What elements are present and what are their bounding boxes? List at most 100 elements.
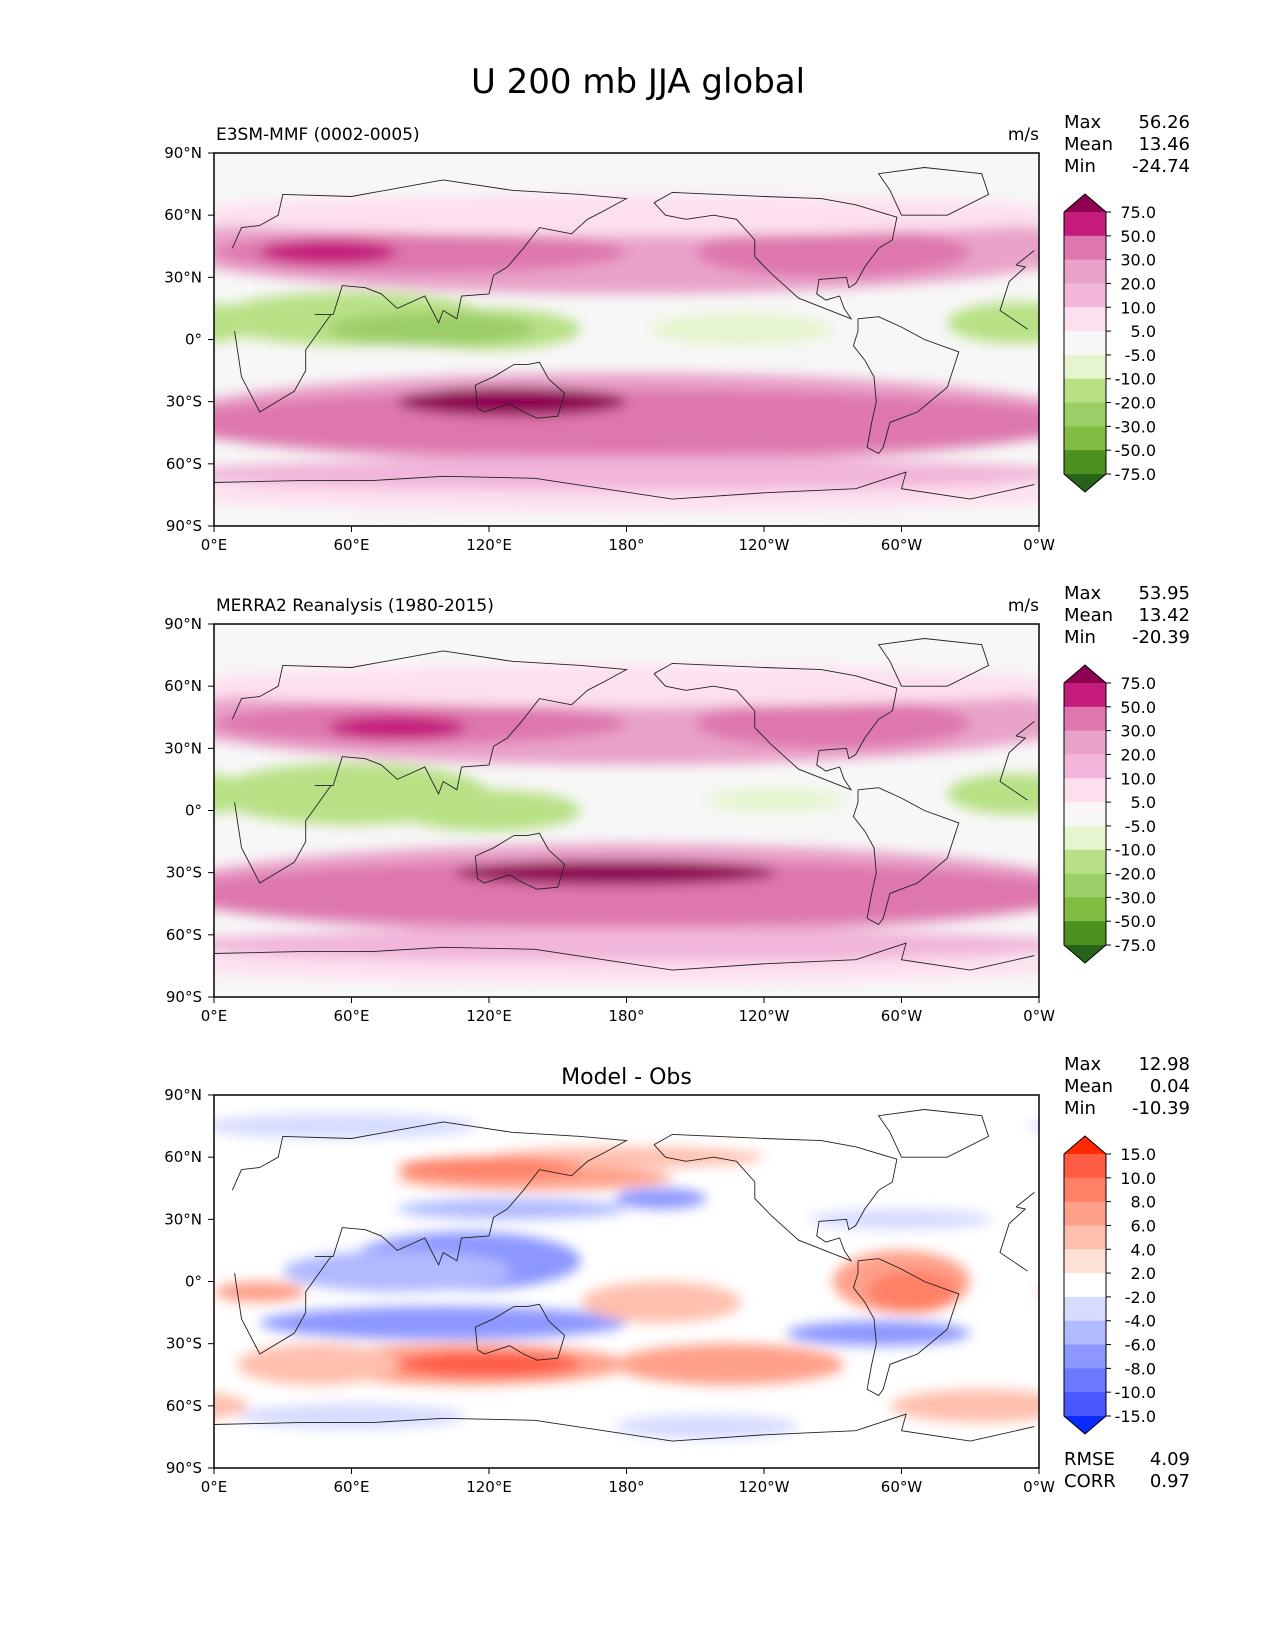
coastline [214,942,1035,971]
contour-region [1222,1157,1275,1178]
y-tick-label: 90°N [164,1086,202,1104]
y-tick-label: 30°S [166,1335,202,1353]
contour-region [0,1344,19,1385]
y-tick-label: 60°S [166,455,202,473]
colorbar-tick-label: 75.0 [1120,203,1156,222]
coastline [653,1133,898,1262]
contour-region [397,1198,627,1220]
y-tick-label: 90°S [166,1459,202,1477]
colorbar-swatch [1064,307,1106,332]
colorbar-tick-label: -75.0 [1115,465,1156,484]
stat-value: 4.09 [1150,1449,1190,1470]
x-tick-label: 60°E [333,1478,369,1496]
y-tick-label: 30°S [166,393,202,411]
colorbar-tick-label: -15.0 [1115,1407,1156,1426]
y-tick-label: 0° [185,1273,202,1291]
colorbar-extend-bottom [1064,945,1106,963]
colorbar-tick-label: -5.0 [1125,817,1156,836]
contour-region [259,240,398,265]
colorbar-swatch [1064,402,1106,427]
colorbar-tick-label: -20.0 [1115,394,1156,413]
contour-region [1222,1352,1275,1377]
contour-region [214,457,1039,491]
colorbar-tick-label: 2.0 [1131,1264,1156,1283]
colorbar-swatch [1064,825,1106,851]
colorbar-tick-label: 4.0 [1131,1240,1156,1259]
y-tick-label: 60°S [166,926,202,944]
stat-label: RMSE [1064,1449,1115,1470]
contour-region [786,1320,971,1346]
colorbar: 15.0 10.0 8.0 6.0 4.0 2.0 -2.0 -4.0 -6.0 -8.0 -10.… [1063,1135,1156,1435]
contour-region [397,1157,581,1178]
contour-region [236,1403,467,1429]
contour-region [454,860,776,886]
x-tick-label: 0°E [201,536,228,554]
contour-region [214,1392,249,1419]
contour-region [214,860,1039,927]
x-tick-label: 180° [608,1007,644,1025]
coastline [653,662,898,791]
stat-label: Mean [1064,605,1113,626]
colorbar-extend-top [1064,665,1106,683]
panel-3: Model - Obs 0°E 60°E 120°E 180° 120°W 60°W 0°W 9… [0,1054,1275,1496]
colorbar-swatch [1064,426,1106,451]
y-tick-label: 0° [185,802,202,820]
y-tick-label: 90°N [164,615,202,633]
colorbar-tick-label: -6.0 [1125,1336,1156,1355]
contour-region [397,387,627,417]
stat-label: Mean [1064,1076,1113,1097]
contour-region [615,1343,845,1386]
contour-region [397,789,581,832]
y-tick-label: 30°S [166,864,202,882]
contour-region [867,1271,959,1313]
x-tick-label: 0°E [201,1007,228,1025]
colorbar-swatch [1064,730,1106,755]
colorbar-tick-label: 50.0 [1120,698,1156,717]
y-tick-label: 90°S [166,988,202,1006]
contour-region [947,302,1039,344]
contour-region [890,1389,1039,1423]
colorbar-tick-label: 30.0 [1120,251,1156,270]
x-tick-label: 180° [608,536,644,554]
colorbar-swatch [1064,1392,1106,1417]
colorbar-tick-label: -2.0 [1125,1288,1156,1307]
contour-region [1154,715,1275,740]
x-tick-label: 120°E [466,1478,512,1496]
x-tick-label: 0°W [1023,536,1055,554]
colorbar-swatch [1064,1177,1106,1203]
y-tick-label: 60°S [166,1397,202,1415]
stat-label: Min [1064,1098,1096,1119]
contour-region [328,312,535,346]
stat-value: 13.46 [1138,134,1190,155]
colorbar-swatch [1064,1273,1106,1298]
colorbar-extend-top [1064,194,1106,212]
colorbar-tick-label: 10.0 [1120,298,1156,317]
coastline [474,1303,566,1361]
stat-value: -20.39 [1132,627,1190,648]
stat-label: Mean [1064,134,1113,155]
coastline [231,179,1035,413]
colorbar-tick-label: -10.0 [1115,841,1156,860]
units-label: m/s [1008,125,1039,145]
colorbar-tick-label: 10.0 [1120,1169,1156,1188]
contour-region [8,1250,146,1312]
colorbar-extend-top [1064,1136,1106,1154]
contour-region [993,878,1039,908]
contour-region [1222,1165,1275,1190]
panels-layer: E3SM-MMF (0002-0005) m/s 0°E 60°E 120°E 180° 1… [0,112,1275,1496]
colorbar-swatch [1064,706,1106,732]
contour-region [615,1188,707,1209]
colorbar-swatch [1064,331,1106,356]
colorbar-swatch [1064,754,1106,779]
colorbar-tick-label: -30.0 [1115,888,1156,907]
contour-region [1177,1232,1275,1290]
coastline [852,316,960,455]
contour-region [580,1281,742,1323]
colorbar-tick-label: 30.0 [1120,722,1156,741]
coastline [877,1109,990,1158]
colorbar-extend-bottom [1064,474,1106,492]
y-tick-label: 60°N [164,677,202,695]
colorbar-swatch [1064,921,1106,946]
coastlines [214,638,1035,971]
